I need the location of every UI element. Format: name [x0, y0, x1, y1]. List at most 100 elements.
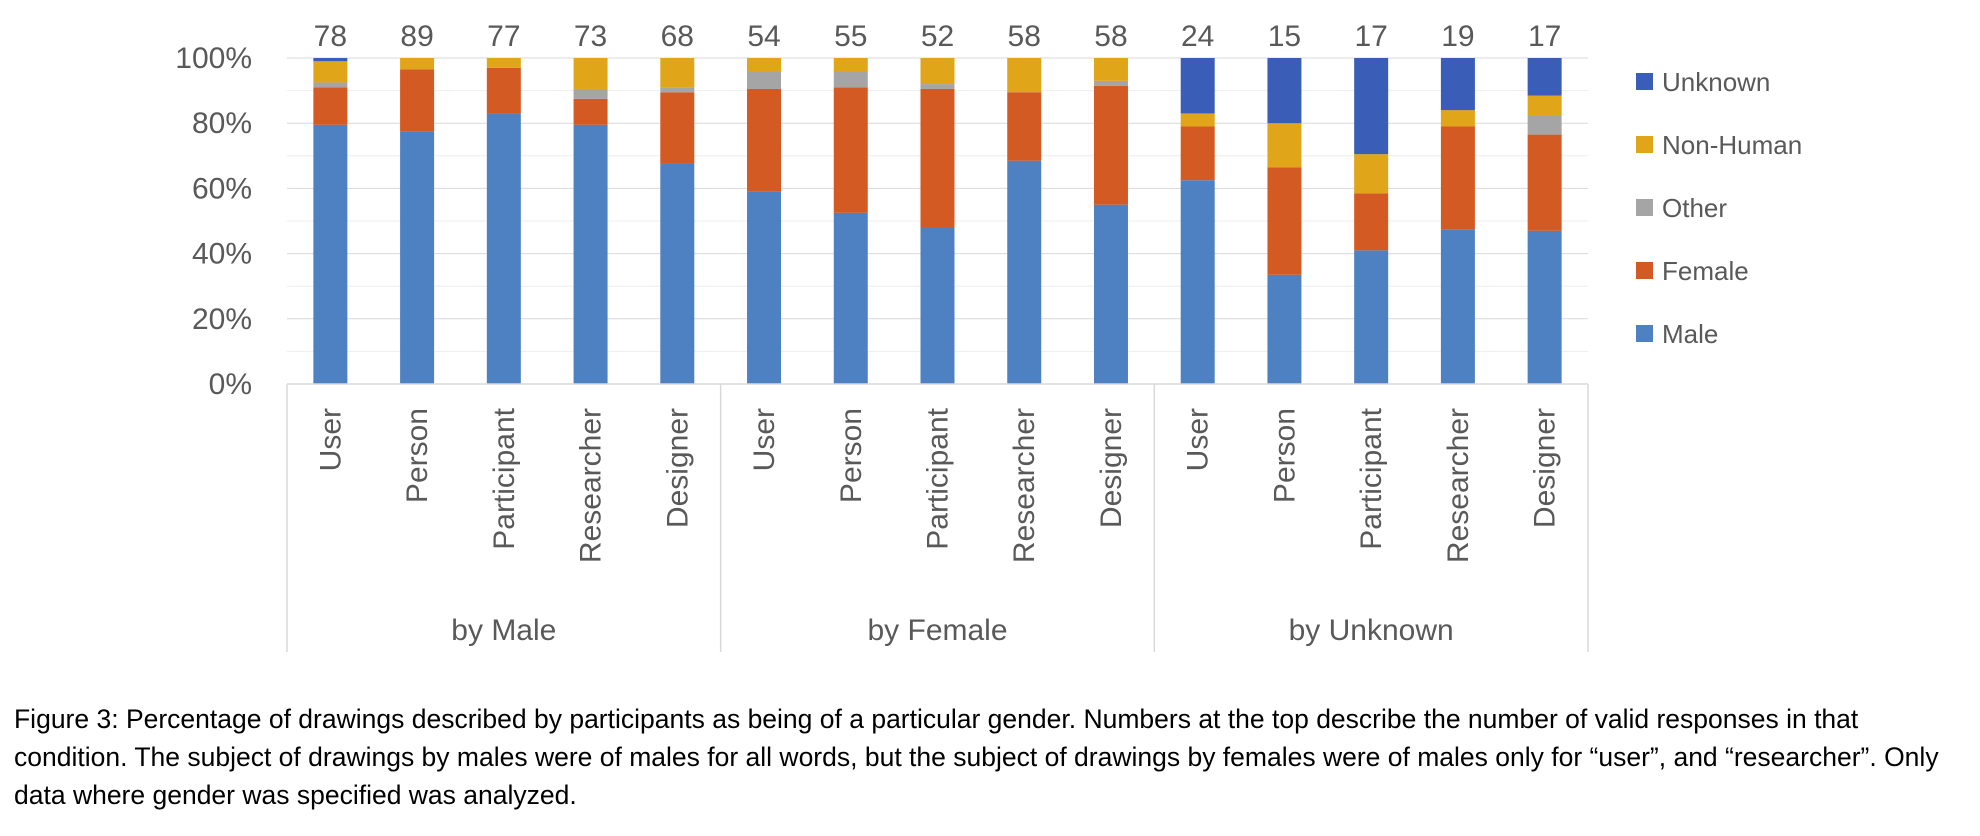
- bar-segment-female: [1527, 134, 1562, 231]
- bar-segment-unknown: [1354, 58, 1389, 155]
- count-label: 73: [574, 20, 607, 53]
- bar-segment-male: [486, 113, 521, 385]
- category-label: Researcher: [1008, 408, 1041, 563]
- y-tick-label: 40%: [192, 238, 252, 271]
- category-label: Researcher: [1442, 408, 1475, 563]
- bar-segment-other: [747, 71, 782, 89]
- count-label: 15: [1268, 20, 1301, 53]
- bar-segment-other: [1527, 115, 1562, 135]
- category-label: Designer: [1529, 408, 1562, 528]
- bar-segment-other: [660, 87, 695, 93]
- bar-segment-unknown: [1527, 58, 1562, 96]
- count-label: 54: [747, 20, 780, 53]
- y-tick-label: 20%: [192, 303, 252, 336]
- count-label: 77: [487, 20, 520, 53]
- count-label: 58: [1008, 20, 1041, 53]
- count-label: 78: [314, 20, 347, 53]
- category-label: User: [748, 408, 781, 471]
- legend-swatch-female: [1636, 262, 1653, 279]
- count-label: 68: [661, 20, 694, 53]
- bar-segment-other: [1093, 80, 1128, 86]
- bar-segment-other: [833, 71, 868, 88]
- bar-segment-female: [1354, 193, 1389, 251]
- bar-segment-male: [1527, 230, 1562, 384]
- bar-segment-male: [1354, 250, 1389, 384]
- bar-segment-male: [660, 163, 695, 384]
- bar-segment-female: [747, 88, 782, 192]
- bar-segment-male: [1007, 160, 1042, 384]
- bar-segment-non-human: [1527, 95, 1562, 116]
- bar-segment-male: [1440, 229, 1475, 384]
- bar-segment-other: [313, 82, 348, 88]
- category-label: Participant: [922, 407, 955, 549]
- bar-segment-non-human: [486, 58, 521, 68]
- legend-swatch-unknown: [1636, 73, 1653, 90]
- bar-segment-female: [1440, 126, 1475, 230]
- bar-segment-female: [486, 67, 521, 114]
- bar-segment-female: [1007, 92, 1042, 161]
- bar-segment-non-human: [1440, 110, 1475, 127]
- bar-segment-non-human: [920, 58, 955, 85]
- bar-segment-non-human: [1093, 58, 1128, 81]
- bar-segment-male: [400, 131, 435, 384]
- bar-segment-other: [573, 88, 608, 99]
- category-label: Person: [401, 408, 434, 503]
- category-label: Researcher: [575, 408, 608, 563]
- category-label: Person: [835, 408, 868, 503]
- figure-caption: Figure 3: Percentage of drawings describ…: [14, 704, 1939, 810]
- bar-segment-male: [1267, 274, 1302, 384]
- bar-segment-male: [1093, 204, 1128, 384]
- bar-segment-non-human: [1180, 113, 1215, 127]
- bar-segment-unknown: [1440, 58, 1475, 111]
- bar-segment-non-human: [1007, 58, 1042, 93]
- bar-segment-male: [573, 124, 608, 384]
- count-label: 55: [834, 20, 867, 53]
- y-tick-label: 60%: [192, 172, 252, 205]
- category-label: Designer: [1095, 408, 1128, 528]
- bar-segment-non-human: [747, 58, 782, 72]
- bar-segment-female: [1180, 126, 1215, 181]
- count-label: 19: [1441, 20, 1474, 53]
- group-label: by Unknown: [1289, 614, 1454, 647]
- stacked-bar-chart: 0% 20% 40% 60% 80% 100% 78 User 89 Person 77 Partic…: [175, 20, 1802, 652]
- bar-segment-female: [660, 92, 695, 164]
- bar-segment-non-human: [313, 61, 348, 83]
- bar-segment-female: [1093, 85, 1128, 205]
- y-tick-label: 100%: [175, 42, 252, 75]
- category-label: User: [314, 408, 347, 471]
- bar-segment-male: [747, 191, 782, 384]
- count-label: 24: [1181, 20, 1214, 53]
- legend-swatch-other: [1636, 199, 1653, 216]
- bar-segment-female: [400, 69, 435, 132]
- category-label: Participant: [1355, 407, 1388, 549]
- category-label: Designer: [661, 408, 694, 528]
- bar-segment-female: [573, 98, 608, 125]
- count-label: 58: [1094, 20, 1127, 53]
- group-label: by Male: [451, 614, 556, 647]
- count-label: 52: [921, 20, 954, 53]
- legend-label: Unknown: [1662, 67, 1770, 97]
- bar-segment-non-human: [1354, 154, 1389, 194]
- bar-segment-non-human: [660, 58, 695, 88]
- legend-label: Non-Human: [1662, 130, 1802, 160]
- bar-segment-unknown: [1267, 58, 1302, 124]
- count-label: 17: [1354, 20, 1387, 53]
- bar-segment-male: [313, 124, 348, 384]
- count-label: 89: [400, 20, 433, 53]
- bar-segment-non-human: [400, 58, 435, 70]
- bar-segment-non-human: [1267, 123, 1302, 168]
- bar-segment-male: [1180, 180, 1215, 384]
- bar-segment-non-human: [573, 58, 608, 89]
- category-label: User: [1182, 408, 1215, 471]
- bar-segment-female: [833, 87, 868, 213]
- group-label: by Female: [867, 614, 1007, 647]
- category-label: Participant: [488, 407, 521, 549]
- legend-label: Other: [1662, 193, 1727, 223]
- bar-segment-female: [920, 88, 955, 228]
- bar-segment-male: [833, 212, 868, 384]
- bar-segment-other: [920, 84, 955, 89]
- y-tick-label: 0%: [209, 368, 252, 401]
- bar-segment-unknown: [313, 58, 348, 62]
- legend-swatch-male: [1636, 325, 1653, 342]
- count-label: 17: [1528, 20, 1561, 53]
